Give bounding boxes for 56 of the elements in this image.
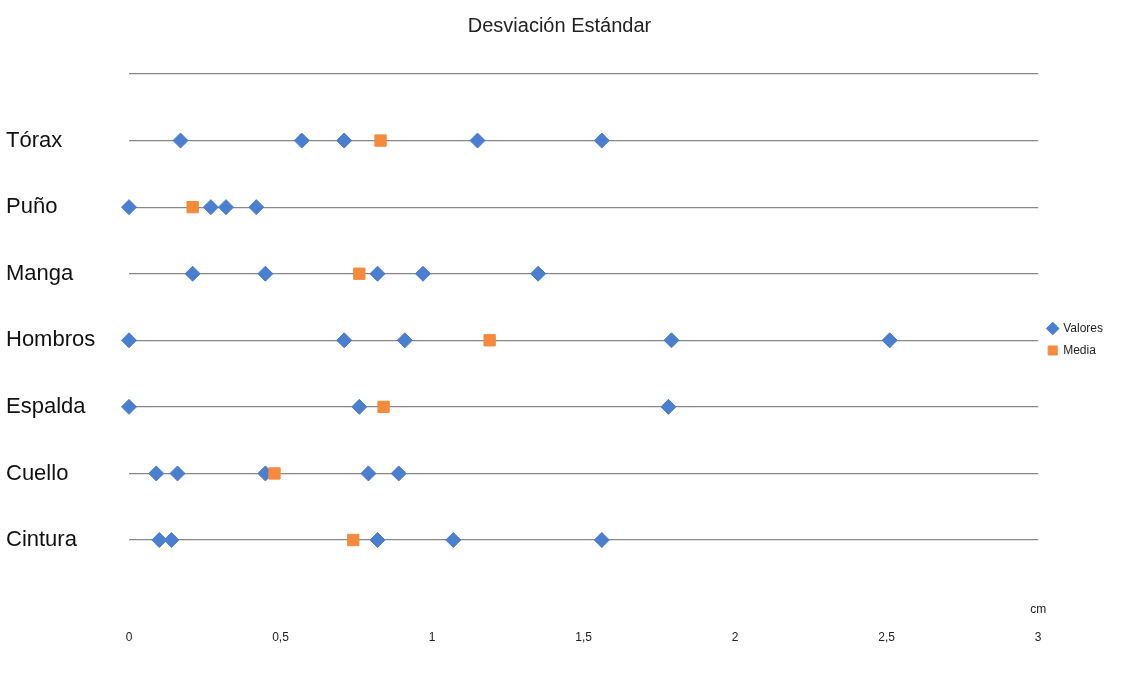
point xyxy=(396,332,413,349)
point xyxy=(593,532,610,549)
legend-label: Valores xyxy=(1063,320,1103,335)
x-tick-label: 2 xyxy=(731,630,739,645)
point xyxy=(217,199,234,216)
x-axis-title: cm xyxy=(1030,601,1047,616)
y-tick-label: Tórax xyxy=(6,126,63,152)
point xyxy=(257,265,274,282)
x-tick-label: 3 xyxy=(1034,630,1042,645)
point xyxy=(347,533,360,547)
point xyxy=(414,265,431,282)
point xyxy=(163,532,180,549)
x-tick-label: 1 xyxy=(428,630,436,645)
x-tick-label: 1,5 xyxy=(575,630,593,645)
point xyxy=(148,465,165,482)
point xyxy=(336,332,353,349)
point xyxy=(369,265,386,282)
y-tick-label: Puño xyxy=(6,193,58,219)
point xyxy=(469,132,486,149)
legend-label: Media xyxy=(1063,342,1097,357)
chart-title: Desviación Estándar xyxy=(467,13,652,36)
point xyxy=(374,134,387,147)
point xyxy=(184,265,201,282)
y-tick-label: Cuello xyxy=(6,459,69,485)
x-tick-label: 0 xyxy=(125,630,133,645)
point xyxy=(169,465,186,482)
point xyxy=(530,265,547,282)
point xyxy=(121,332,137,349)
point xyxy=(336,132,353,149)
point xyxy=(186,200,199,214)
point xyxy=(360,465,377,482)
point xyxy=(663,332,680,349)
y-tick-label: Manga xyxy=(6,259,75,285)
point xyxy=(202,199,219,216)
point xyxy=(151,532,168,549)
point xyxy=(881,332,898,349)
point xyxy=(483,334,496,347)
point xyxy=(445,532,462,549)
point xyxy=(248,199,265,216)
x-tick-label: 2,5 xyxy=(878,630,896,645)
point xyxy=(377,400,390,414)
point xyxy=(268,467,281,480)
point xyxy=(172,132,189,149)
point xyxy=(293,132,310,149)
point xyxy=(660,398,677,415)
point xyxy=(353,267,366,280)
point xyxy=(121,199,137,216)
point xyxy=(390,465,407,482)
point xyxy=(593,132,610,149)
y-tick-label: Cintura xyxy=(6,526,78,552)
x-tick-label: 0,5 xyxy=(272,630,290,645)
point xyxy=(351,398,368,415)
point xyxy=(121,398,137,415)
point xyxy=(369,532,386,549)
y-tick-label: Espalda xyxy=(6,392,87,418)
y-tick-label: Hombros xyxy=(6,326,96,352)
